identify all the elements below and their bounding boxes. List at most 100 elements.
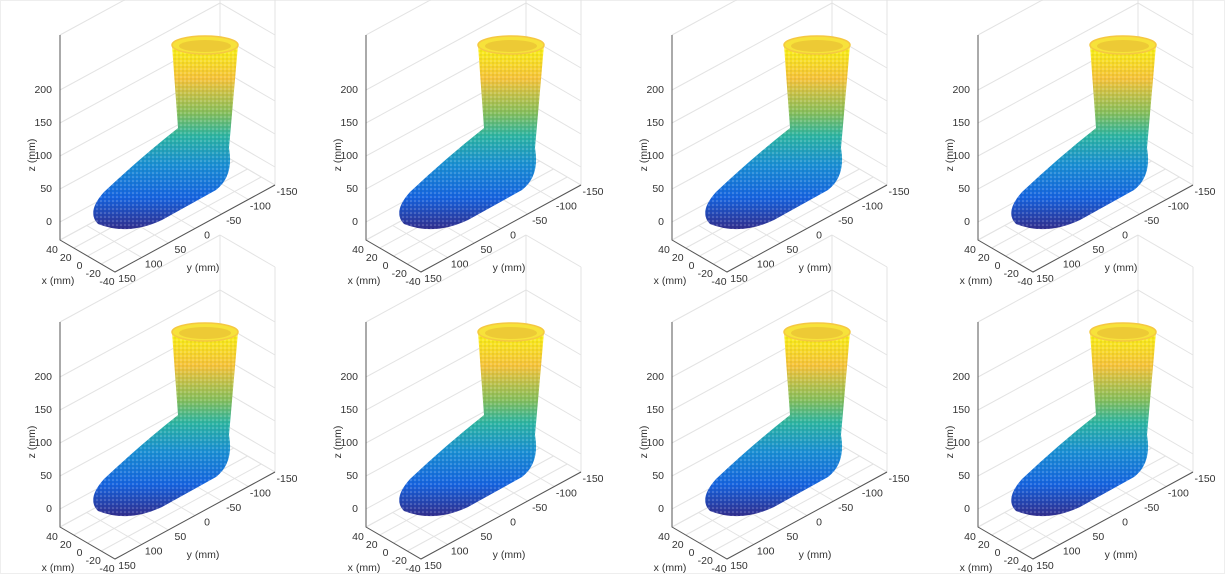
foot-texture: [93, 332, 238, 517]
foot-opening-inner: [485, 40, 537, 52]
y-tick-label: 100: [757, 258, 775, 270]
y-tick-label: 150: [730, 273, 748, 285]
x-axis-label: x (mm): [348, 275, 381, 287]
x-tick-label: 40: [46, 531, 58, 543]
y-tick-label: 50: [1092, 244, 1104, 256]
z-tick-label: 200: [646, 84, 664, 96]
x-tick-label: 0: [77, 547, 83, 559]
foot-opening-inner: [179, 327, 231, 339]
box-edge: [59, 0, 126, 36]
y-axis-label: y (mm): [187, 262, 220, 274]
y-tick-label: 100: [757, 545, 775, 557]
y-tick-label: 100: [145, 545, 163, 557]
x-tick-label: -20: [86, 555, 101, 567]
y-tick-label: 150: [118, 560, 136, 572]
z-tick-label: 100: [952, 437, 970, 449]
box-edge: [1137, 234, 1194, 268]
z-tick-label: 200: [340, 84, 358, 96]
grid-line: [977, 35, 1194, 124]
foot-opening-inner: [1097, 40, 1149, 52]
x-tick-label: -40: [1017, 563, 1032, 574]
box-edge: [831, 234, 888, 268]
y-tick-label: -100: [556, 487, 577, 499]
x-tick-label: -40: [405, 563, 420, 574]
z-tick-label: 50: [958, 470, 970, 482]
y-tick-label: -150: [1194, 186, 1215, 198]
grid-line: [671, 289, 888, 378]
y-tick-label: 50: [174, 244, 186, 256]
x-tick-label: 40: [352, 531, 364, 543]
z-tick-label: 150: [646, 404, 664, 416]
box-edge: [219, 234, 276, 268]
axis-line: [977, 35, 1194, 273]
y-tick-label: -150: [888, 186, 909, 198]
box-edge: [671, 234, 833, 323]
grid-line: [977, 289, 1194, 378]
x-tick-label: 40: [46, 244, 58, 256]
x-tick-label: -40: [711, 563, 726, 574]
z-tick-label: 200: [646, 371, 664, 383]
y-tick-label: 150: [730, 560, 748, 572]
z-axis-label: z (mm): [944, 426, 956, 459]
y-tick-label: -100: [862, 200, 883, 212]
x-tick-label: 0: [77, 260, 83, 272]
y-axis-label: y (mm): [1105, 262, 1138, 274]
y-tick-label: 50: [174, 531, 186, 543]
x-tick-label: -20: [86, 268, 101, 280]
z-tick-label: 150: [952, 117, 970, 129]
box-edge: [59, 234, 221, 323]
z-tick-label: 0: [964, 216, 970, 228]
x-tick-label: 40: [352, 244, 364, 256]
y-tick-label: -100: [1168, 200, 1189, 212]
grid-line: [671, 35, 888, 124]
x-tick-label: 20: [672, 539, 684, 551]
z-tick-label: 0: [964, 503, 970, 515]
z-axis-label: z (mm): [944, 139, 956, 172]
x-tick-label: 0: [689, 260, 695, 272]
x-tick-label: 20: [978, 539, 990, 551]
y-axis-label: y (mm): [799, 262, 832, 274]
y-tick-label: -150: [276, 473, 297, 485]
axis-line: [365, 35, 582, 273]
y-axis-label: y (mm): [187, 549, 220, 561]
z-tick-label: 50: [346, 470, 358, 482]
y-tick-label: 100: [145, 258, 163, 270]
x-tick-label: -20: [698, 268, 713, 280]
z-axis-label: z (mm): [332, 139, 344, 172]
box-edge: [671, 0, 738, 36]
grid-line: [977, 2, 1194, 91]
foot-opening-inner: [1097, 327, 1149, 339]
x-tick-label: 20: [366, 539, 378, 551]
box-edge: [365, 234, 527, 323]
y-tick-label: -150: [1194, 473, 1215, 485]
x-tick-label: 40: [658, 531, 670, 543]
z-tick-label: 100: [646, 437, 664, 449]
grid-line: [365, 322, 582, 411]
z-tick-label: 50: [346, 183, 358, 195]
grid-line: [59, 35, 276, 124]
y-tick-label: 150: [118, 273, 136, 285]
y-tick-label: -50: [838, 502, 853, 514]
y-tick-label: 50: [786, 531, 798, 543]
y-tick-label: -150: [582, 186, 603, 198]
grid-line: [698, 225, 754, 258]
foot-texture: [705, 332, 850, 517]
x-tick-label: 40: [964, 244, 976, 256]
x-tick-label: 0: [689, 547, 695, 559]
grid-line: [1004, 512, 1060, 545]
y-axis-label: y (mm): [799, 549, 832, 561]
x-axis-label: x (mm): [654, 275, 687, 287]
x-tick-label: 20: [366, 252, 378, 264]
z-tick-label: 100: [34, 437, 52, 449]
x-axis-label: x (mm): [654, 562, 687, 574]
foot-texture: [399, 45, 544, 230]
x-tick-label: 40: [658, 244, 670, 256]
z-tick-label: 50: [652, 470, 664, 482]
y-axis-label: y (mm): [1105, 549, 1138, 561]
grid-line: [698, 512, 754, 545]
x-tick-label: -20: [1004, 555, 1019, 567]
x-tick-label: -40: [405, 276, 420, 288]
z-axis-label: z (mm): [26, 139, 38, 172]
